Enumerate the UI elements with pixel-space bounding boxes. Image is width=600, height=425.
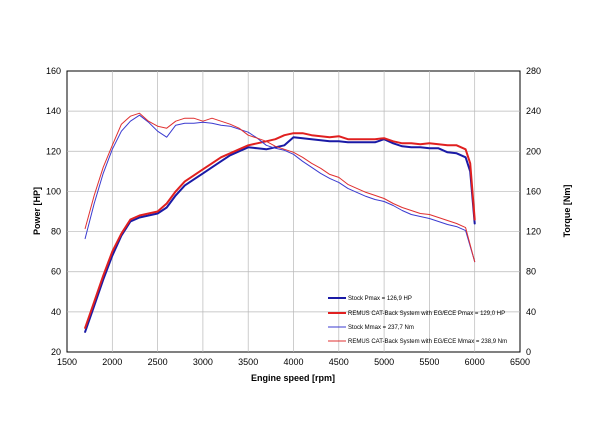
right-y-tick-label: 80 (526, 267, 536, 277)
series-line-stock-power (84, 136, 476, 333)
series-line-stock-torque (84, 114, 476, 263)
left-y-tick-label: 140 (46, 106, 61, 116)
right-y-tick-label: 120 (526, 227, 541, 237)
x-tick-label: 5000 (374, 357, 394, 367)
left-y-tick-label: 160 (46, 66, 61, 76)
right-y-tick-labels: 0 40 80 120 160 200 240 280 (526, 66, 541, 357)
series-lines (84, 112, 476, 333)
right-y-tick-label: 40 (526, 307, 536, 317)
left-y-tick-label: 100 (46, 186, 61, 196)
x-axis-title: Engine speed [rpm] (251, 373, 335, 383)
x-tick-labels: 1500 2000 2500 3000 3500 4000 4500 5000 5500 6000… (57, 357, 530, 367)
legend-label-stock-torque: Stock Mmax = 237,7 Nm (348, 325, 414, 331)
x-tick-label: 4500 (329, 357, 349, 367)
left-axis-title: Power [HP] (32, 187, 42, 235)
legend-label-stock-power: Stock Pmax = 126,9 HP (348, 296, 412, 302)
x-tick-label: 3000 (193, 357, 213, 367)
x-tick-label: 6500 (510, 357, 530, 367)
x-tick-label: 3500 (238, 357, 258, 367)
right-y-tick-label: 240 (526, 106, 541, 116)
right-y-tick-label: 280 (526, 66, 541, 76)
left-y-tick-labels: 20 40 60 80 100 120 140 160 (46, 66, 61, 357)
x-tick-label: 1500 (57, 357, 77, 367)
series-line-remus-torque (84, 112, 476, 263)
x-tick-label: 2000 (102, 357, 122, 367)
left-y-tick-label: 60 (51, 267, 61, 277)
x-tick-label: 4000 (283, 357, 303, 367)
legend: Stock Pmax = 126,9 HP REMUS CAT-Back Sys… (328, 296, 507, 345)
left-y-tick-label: 120 (46, 146, 61, 156)
x-tick-label: 6000 (465, 357, 485, 367)
right-y-tick-label: 200 (526, 146, 541, 156)
right-y-tick-label: 160 (526, 186, 541, 196)
series-line-remus-power (84, 132, 476, 329)
legend-label-remus-torque: REMUS CAT-Back System with EG/ECE Mmax =… (348, 339, 507, 345)
left-y-tick-label: 80 (51, 227, 61, 237)
right-y-tick-label: 0 (526, 347, 531, 357)
x-tick-label: 2500 (148, 357, 168, 367)
left-y-tick-label: 40 (51, 307, 61, 317)
left-y-tick-label: 20 (51, 347, 61, 357)
right-axis-title: Torque [Nm] (562, 185, 572, 238)
x-tick-label: 5500 (419, 357, 439, 367)
legend-label-remus-power: REMUS CAT-Back System with EG/ECE Pmax =… (348, 311, 505, 317)
